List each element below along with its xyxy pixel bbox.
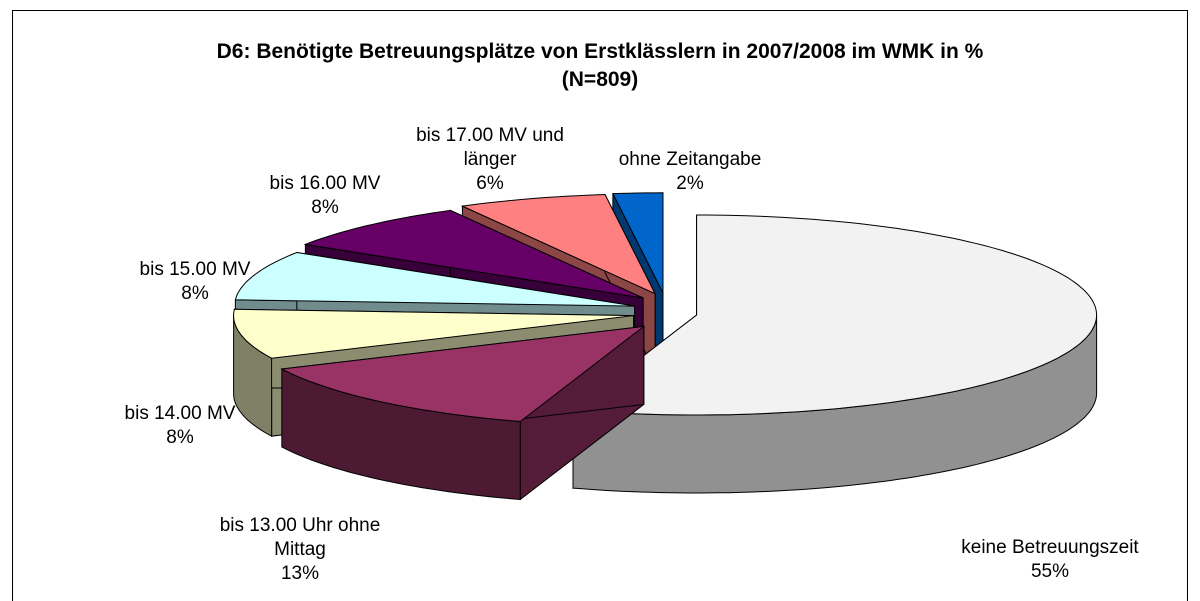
category-label: bis 14.00 MV: [124, 403, 236, 424]
value-label: 8%: [311, 197, 339, 218]
data-label: ohne Zeitangabe 2%: [600, 148, 780, 196]
category-label: ohne Zeitangabe: [618, 149, 762, 170]
slice-top: [612, 192, 664, 294]
category-label: bis 15.00 MV: [139, 259, 251, 280]
chart-subtitle: (N=809): [561, 68, 639, 91]
data-label: bis 13.00 Uhr ohne Mittag 13%: [195, 514, 405, 586]
value-label: 13%: [280, 563, 320, 584]
value-label: 8%: [166, 427, 194, 448]
slice-top: [280, 325, 646, 423]
data-label: bis 15.00 MV 8%: [105, 258, 285, 306]
data-label: bis 17.00 MV und länger 6%: [405, 124, 575, 196]
data-label: bis 16.00 MV 8%: [235, 172, 415, 220]
slice-top: [303, 209, 644, 299]
value-label: 2%: [676, 173, 704, 194]
category-label: keine Betreuungszeit: [961, 537, 1139, 558]
value-label: 6%: [476, 173, 504, 194]
slice: [280, 325, 646, 501]
slice-top: [460, 193, 657, 295]
chart-title: D6: Benötigte Betreuungsplätze von Erstk…: [216, 40, 984, 63]
value-label: 8%: [181, 283, 209, 304]
category-label: bis 16.00 MV: [269, 173, 381, 194]
slice-top: [571, 214, 1098, 416]
data-label: keine Betreuungszeit 55%: [920, 536, 1180, 584]
value-label: 55%: [1030, 561, 1070, 582]
slice-top: [234, 251, 635, 307]
category-label: bis 13.00 Uhr ohne Mittag: [219, 515, 381, 560]
category-label: bis 17.00 MV und länger: [416, 125, 564, 170]
data-label: bis 14.00 MV 8%: [90, 402, 270, 450]
slice-top: [233, 308, 634, 359]
